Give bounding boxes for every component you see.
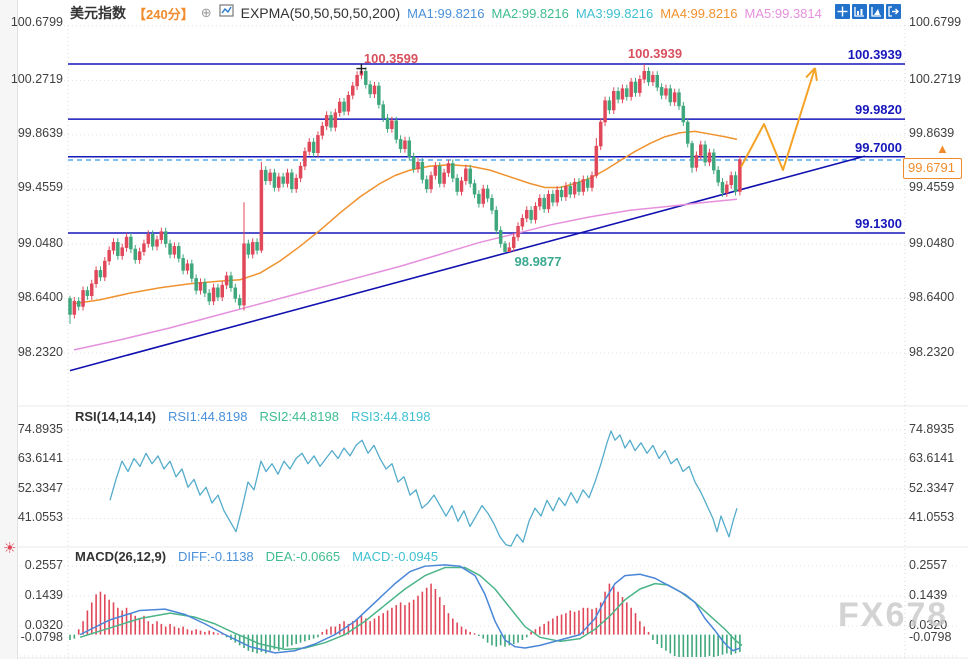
macd-axis-right-2: 0.0320 xyxy=(909,618,948,632)
macd-axis-left-1: 0.1439 xyxy=(24,588,63,602)
rsi-axis-left-2: 52.3347 xyxy=(17,481,63,495)
rsi-axis-right-0: 74.8935 xyxy=(909,422,955,436)
chart-header: 美元指数 【240分】 ⊕ EXPMA(50,50,50,50,200) MA1… xyxy=(70,3,822,23)
chart-toolbar xyxy=(835,4,901,19)
ma5-value: MA5:99.3814 xyxy=(744,5,822,21)
macd-axis-right-1: 0.1439 xyxy=(909,588,948,602)
rsi3-value: RSI3:44.8198 xyxy=(350,409,431,424)
symbol-name: 美元指数 xyxy=(70,5,126,21)
add-indicator-icon[interactable]: ⊕ xyxy=(200,5,212,20)
level-label-100-3939[interactable]: 100.3939 xyxy=(847,47,902,62)
rsi-axis-right-3: 41.0553 xyxy=(909,510,955,524)
macd-axis-right-3: -0.0798 xyxy=(909,630,952,644)
price-axis-right-4: 99.0480 xyxy=(909,236,955,250)
expma-label: EXPMA(50,50,50,50,200) xyxy=(240,5,401,21)
dip-price-label: 98.9877 xyxy=(514,254,562,269)
price-axis-left-6: 98.2320 xyxy=(17,345,63,359)
price-axis-right-6: 98.2320 xyxy=(909,345,955,359)
peak-price-label-1: 100.3599 xyxy=(363,51,419,66)
price-axis-left-2: 99.8639 xyxy=(17,126,63,140)
macd-header: MACD(26,12,9) DIFF:-0.1138 DEA:-0.0665 M… xyxy=(75,549,438,564)
price-axis-right-0: 100.6799 xyxy=(909,15,962,29)
price-axis-left-4: 99.0480 xyxy=(17,236,63,250)
macd-axis-left-2: 0.0320 xyxy=(24,618,63,632)
chart-style-icon[interactable] xyxy=(869,4,884,19)
rsi1-value: RSI1:44.8198 xyxy=(167,409,248,424)
diff-value: DIFF:-0.1138 xyxy=(178,549,254,564)
rsi-axis-right-1: 63.6141 xyxy=(909,451,955,465)
hot-indicator-icon: ☀ xyxy=(3,540,17,557)
macd-axis-right-0: 0.2557 xyxy=(909,558,948,572)
ma2-value: MA2:99.8216 xyxy=(491,5,569,21)
price-up-arrow-icon: ▲ xyxy=(936,141,949,156)
rsi2-value: RSI2:44.8198 xyxy=(259,409,339,424)
ma1-value: MA1:99.8216 xyxy=(407,5,485,21)
rsi-axis-left-3: 41.0553 xyxy=(17,510,63,524)
price-axis-left-0: 100.6799 xyxy=(10,15,63,29)
rsi-header: RSI(14,14,14) RSI1:44.8198 RSI2:44.8198 … xyxy=(75,409,430,424)
timeframe-label[interactable]: 【240分】 xyxy=(133,6,194,22)
rsi-title: RSI(14,14,14) xyxy=(75,409,156,424)
price-axis-left-3: 99.4559 xyxy=(17,180,63,194)
level-label-99-1300[interactable]: 99.1300 xyxy=(855,216,902,231)
rsi-axis-left-1: 63.6141 xyxy=(17,451,63,465)
level-label-99-7000[interactable]: 99.7000 xyxy=(855,140,902,155)
left-edge-strip xyxy=(0,0,18,659)
price-axis-right-3: 99.4559 xyxy=(909,180,955,194)
indicator-window-icon[interactable] xyxy=(852,4,867,19)
ma4-value: MA4:99.8216 xyxy=(660,5,738,21)
current-price-box: 99.6791 xyxy=(903,158,962,179)
watermark: FX678 xyxy=(838,596,949,634)
macd-value: MACD:-0.0945 xyxy=(352,549,439,564)
price-axis-right-5: 98.6400 xyxy=(909,290,955,304)
rsi-axis-left-0: 74.8935 xyxy=(17,422,63,436)
price-axis-right-1: 100.2719 xyxy=(909,72,962,86)
dea-value: DEA:-0.0665 xyxy=(265,549,341,564)
macd-axis-left-3: -0.0798 xyxy=(20,630,63,644)
rsi-axis-right-2: 52.3347 xyxy=(909,481,955,495)
level-label-99-9820[interactable]: 99.9820 xyxy=(855,102,902,117)
exit-icon[interactable] xyxy=(886,4,901,19)
indicator-chart-icon xyxy=(219,4,234,22)
price-axis-right-2: 99.8639 xyxy=(909,126,955,140)
macd-axis-left-0: 0.2557 xyxy=(24,558,63,572)
macd-title: MACD(26,12,9) xyxy=(75,549,167,564)
pan-icon[interactable] xyxy=(835,4,850,19)
ma3-value: MA3:99.8216 xyxy=(575,5,654,21)
price-axis-left-5: 98.6400 xyxy=(17,290,63,304)
peak-price-label-2: 100.3939 xyxy=(627,46,683,61)
price-axis-left-1: 100.2719 xyxy=(10,72,63,86)
